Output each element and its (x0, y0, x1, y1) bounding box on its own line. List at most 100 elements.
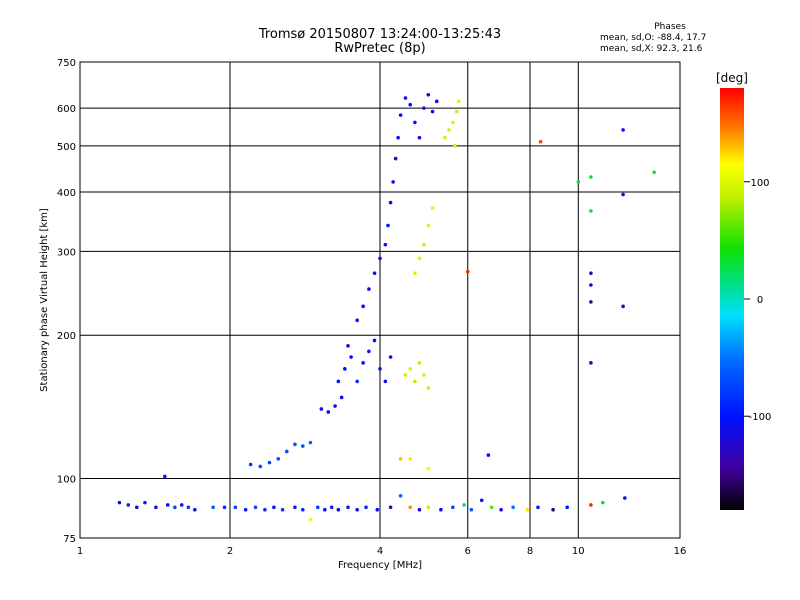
data-point (426, 466, 431, 471)
x-tick-label: 16 (674, 546, 687, 557)
data-point (456, 99, 461, 104)
x-tick-label: 8 (527, 546, 533, 557)
data-point (329, 505, 334, 510)
data-point (346, 344, 350, 348)
data-point (443, 135, 447, 140)
data-point (284, 449, 289, 454)
y-tick-label: 500 (57, 142, 76, 153)
data-point (601, 500, 605, 505)
data-point (430, 206, 435, 210)
data-point (179, 503, 184, 507)
data-point (186, 505, 191, 510)
data-point (301, 507, 305, 512)
data-point (538, 139, 543, 144)
data-point (355, 379, 359, 384)
data-point (163, 474, 167, 479)
data-point (465, 269, 470, 274)
data-point (355, 318, 359, 323)
data-point (621, 304, 625, 309)
data-point (378, 256, 382, 261)
x-axis: 1 2 4 6 8 10 16 (77, 546, 687, 557)
data-point (576, 180, 581, 184)
data-point (117, 500, 122, 505)
data-point (308, 440, 313, 445)
data-point (375, 507, 380, 512)
data-point (469, 507, 474, 512)
data-point (336, 507, 341, 512)
data-point (339, 395, 344, 400)
x-tick-label: 10 (572, 546, 585, 557)
data-point (333, 404, 337, 408)
data-point (426, 386, 431, 390)
data-point (486, 453, 491, 457)
data-point (589, 361, 593, 365)
data-point (408, 367, 413, 371)
y-tick-label: 300 (57, 247, 76, 258)
data-point (343, 367, 347, 371)
data-point (308, 517, 313, 522)
data-point (621, 192, 625, 197)
data-point (422, 242, 426, 247)
data-point (422, 373, 426, 377)
data-point (451, 120, 455, 125)
data-point (326, 410, 331, 414)
data-point (272, 505, 276, 510)
data-point (454, 109, 459, 114)
colorbar-ticks: 100 0 -100 (744, 178, 771, 423)
data-point (565, 505, 569, 510)
x-tick-label: 4 (377, 546, 383, 557)
data-point (413, 120, 417, 125)
data-point (499, 507, 503, 512)
data-point (589, 271, 593, 276)
data-point (396, 135, 400, 140)
data-point (413, 271, 417, 276)
data-point (364, 505, 368, 510)
data-point (652, 170, 656, 175)
data-point (408, 457, 413, 461)
data-point (280, 507, 285, 512)
data-point (589, 209, 593, 213)
data-point (386, 223, 390, 228)
colorbar-tick-label: 100 (750, 178, 769, 189)
data-point (367, 349, 371, 354)
data-point (417, 256, 422, 261)
data-point (589, 283, 593, 287)
data-point (417, 507, 422, 512)
data-point (253, 505, 258, 510)
data-point (372, 271, 377, 276)
data-point (143, 500, 147, 505)
data-point (426, 505, 431, 510)
data-point (589, 175, 593, 179)
y-tick-label: 100 (57, 475, 76, 486)
data-point (426, 223, 431, 228)
phase-stats-x: mean, sd,X: 92.3, 21.6 (600, 44, 703, 54)
plot-frame (79, 61, 681, 539)
y-axis-label: Stationary phase Virtual Height [km] (39, 208, 50, 392)
y-tick-label: 750 (57, 58, 76, 69)
data-point (489, 505, 494, 510)
y-tick-label: 75 (63, 534, 76, 545)
data-point (452, 144, 457, 148)
data-point (536, 505, 540, 510)
data-points (117, 92, 656, 522)
data-point (323, 507, 327, 512)
data-point (408, 102, 413, 107)
data-point (211, 505, 215, 510)
data-point (589, 300, 593, 304)
data-point (451, 505, 455, 510)
data-point (479, 498, 484, 503)
data-point (154, 505, 158, 510)
grid-lines (80, 62, 680, 538)
data-point (301, 444, 305, 448)
data-point (248, 462, 253, 467)
data-point (383, 379, 388, 384)
data-point (355, 507, 359, 512)
data-point (193, 507, 197, 512)
data-point (551, 507, 555, 512)
data-point (383, 242, 388, 247)
data-point (173, 505, 177, 510)
data-point (417, 135, 422, 140)
data-point (398, 493, 403, 498)
colorbar-unit: [deg] (716, 71, 748, 85)
